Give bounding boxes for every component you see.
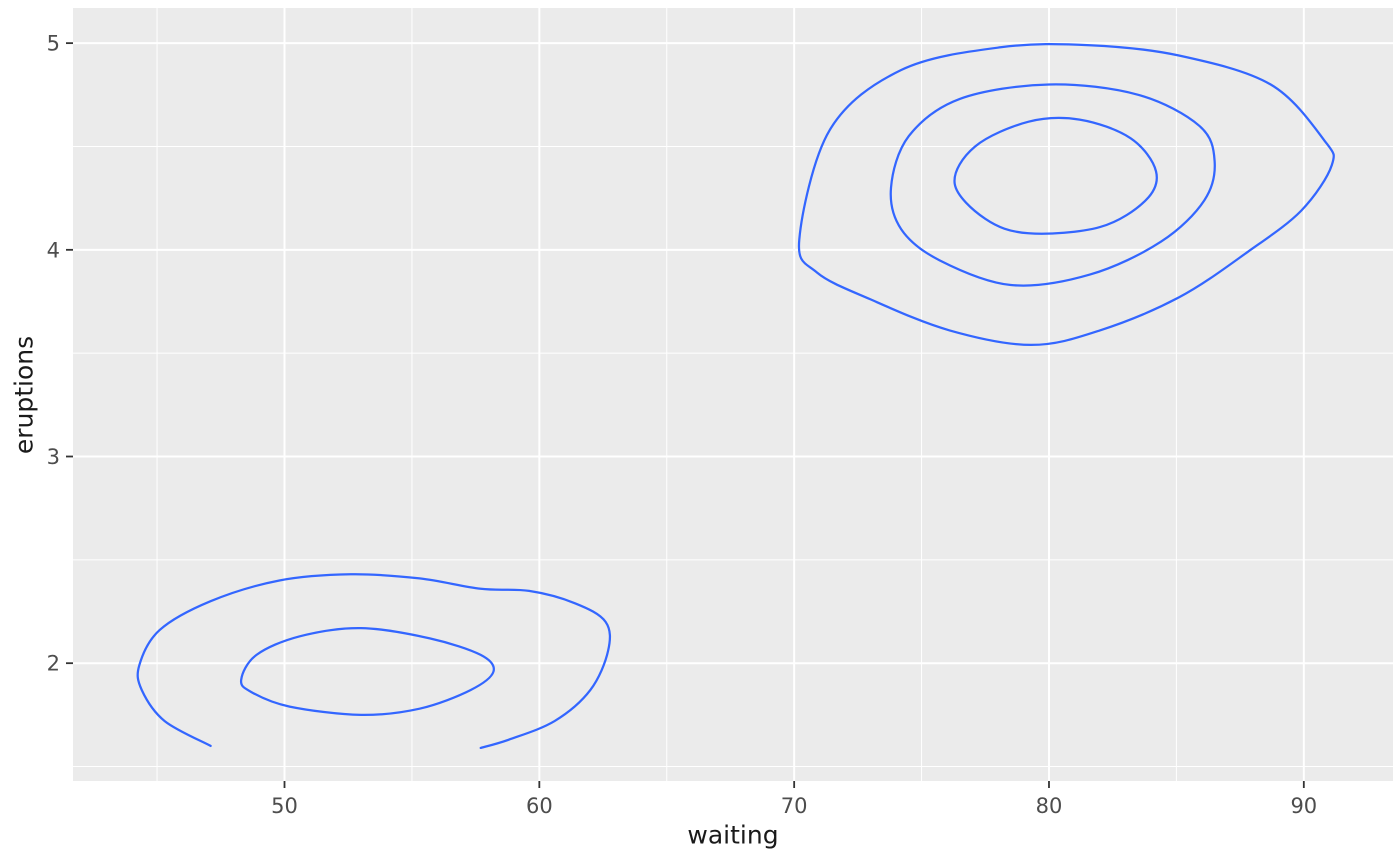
x-tick-label: 80 <box>1036 794 1063 818</box>
y-tick-label: 2 <box>47 652 60 676</box>
panel-background <box>73 8 1393 781</box>
x-tick-label: 90 <box>1290 794 1317 818</box>
y-tick-label: 4 <box>47 238 60 262</box>
x-tick-label: 70 <box>781 794 808 818</box>
y-tick-label: 5 <box>47 32 60 56</box>
y-tick-label: 3 <box>47 445 60 469</box>
contour-line-lower-inner <box>239 626 495 717</box>
x-tick-label: 50 <box>271 794 298 818</box>
x-tick-label: 60 <box>526 794 553 818</box>
y-axis-title: eruptions <box>9 335 39 455</box>
contour-line-lower-outer <box>136 573 612 750</box>
contour-line-upper-inner <box>953 116 1158 235</box>
x-axis-title: waiting <box>687 820 779 850</box>
contour-line-upper-outer <box>797 42 1335 347</box>
contour-line-upper-middle <box>889 83 1216 287</box>
